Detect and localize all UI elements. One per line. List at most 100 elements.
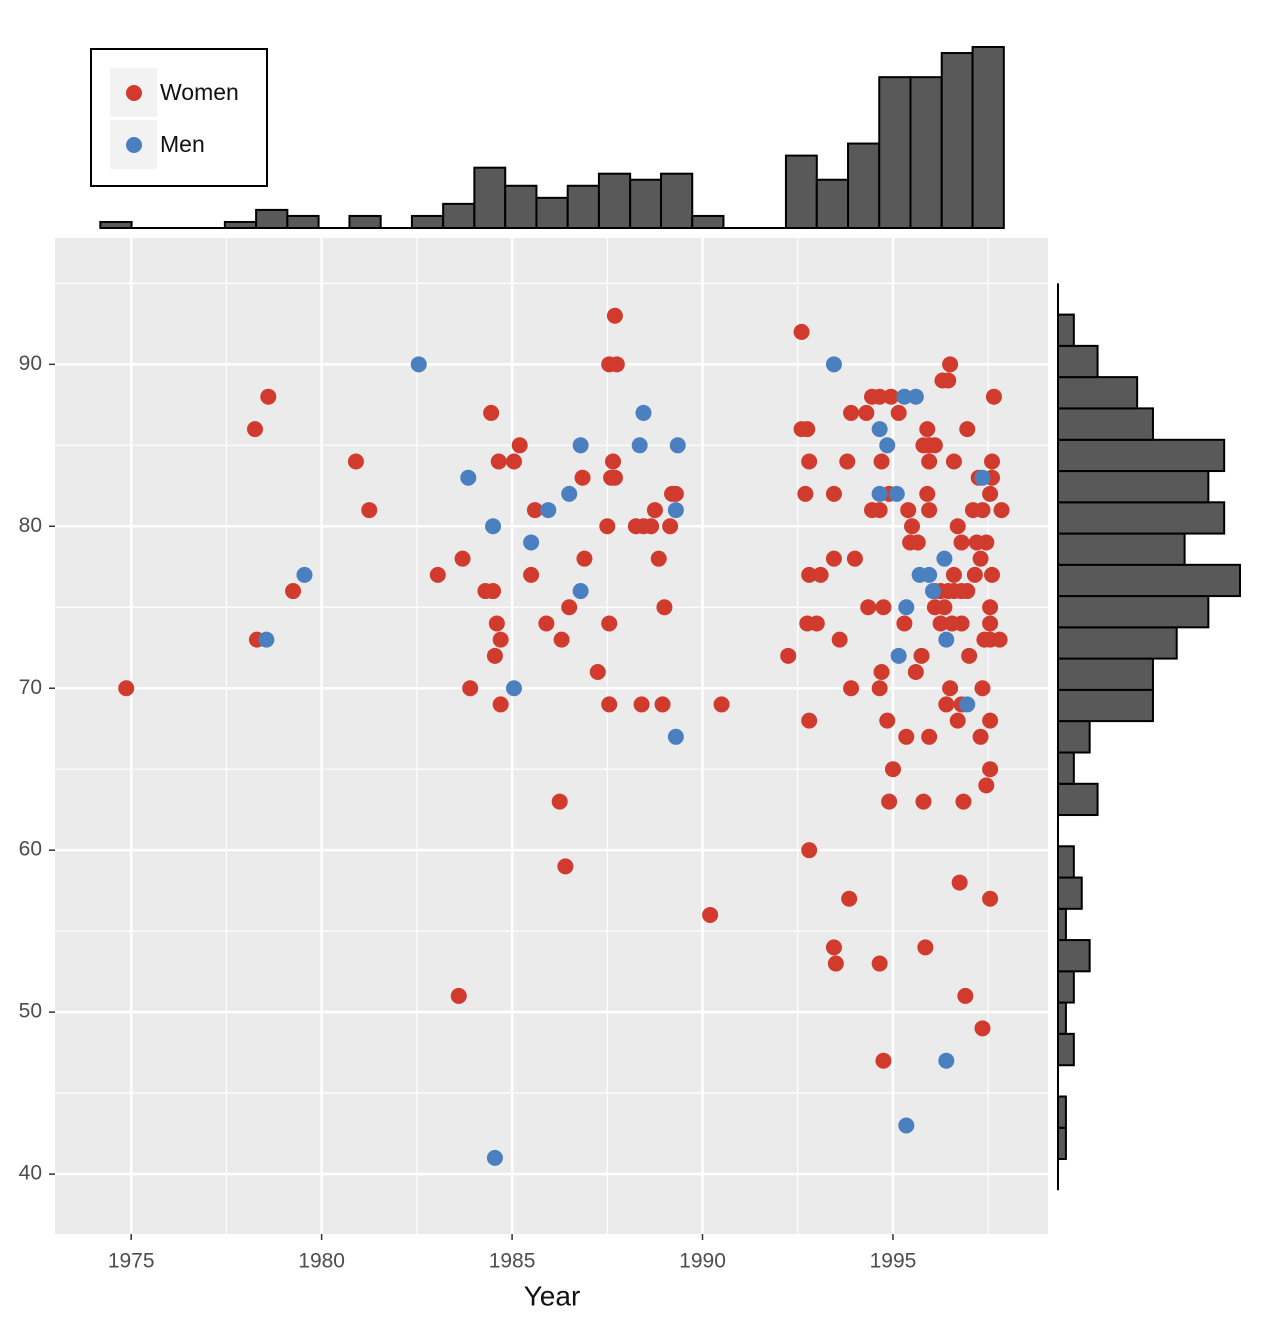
- point: [347, 453, 364, 470]
- marks: [118, 307, 1010, 1166]
- histogram-bar: [1057, 438, 1226, 473]
- point: [949, 518, 966, 535]
- point: [884, 761, 901, 778]
- histogram-bar: [348, 214, 382, 230]
- point: [669, 437, 686, 454]
- point: [917, 939, 934, 956]
- histogram-bar: [1057, 626, 1178, 660]
- point: [605, 453, 622, 470]
- point: [511, 437, 528, 454]
- point: [942, 680, 959, 697]
- histogram-bar: [1057, 501, 1226, 535]
- point: [921, 453, 938, 470]
- point: [667, 728, 684, 745]
- point: [258, 631, 275, 648]
- point: [984, 453, 1001, 470]
- point: [799, 421, 816, 438]
- point: [831, 631, 848, 648]
- histogram-bar: [878, 76, 912, 229]
- histogram-bar: [1057, 970, 1075, 1004]
- point: [890, 404, 907, 421]
- point: [490, 453, 507, 470]
- x-axis-title: Year: [524, 1280, 581, 1311]
- point: [978, 534, 995, 551]
- histogram-bar: [1057, 344, 1099, 379]
- point: [921, 566, 938, 583]
- point: [879, 712, 896, 729]
- histogram-bar: [1057, 782, 1099, 817]
- point: [972, 728, 989, 745]
- point: [907, 664, 924, 681]
- histogram-bar: [1057, 532, 1186, 566]
- point: [825, 485, 842, 502]
- histogram-bar: [1057, 939, 1091, 973]
- point: [966, 566, 983, 583]
- point: [959, 583, 976, 600]
- histogram-bar: [286, 214, 320, 230]
- point: [985, 388, 1002, 405]
- point: [631, 437, 648, 454]
- point: [875, 1052, 892, 1069]
- point: [643, 518, 660, 535]
- point: [945, 453, 962, 470]
- legend-marker: [126, 85, 142, 101]
- histogram-bar: [1057, 688, 1154, 723]
- histogram-bar: [566, 184, 600, 229]
- point: [978, 777, 995, 794]
- point: [919, 485, 936, 502]
- point: [523, 566, 540, 583]
- point: [551, 793, 568, 810]
- point: [871, 680, 888, 697]
- histogram-bar: [940, 52, 974, 229]
- point: [921, 728, 938, 745]
- point: [913, 647, 930, 664]
- point: [635, 404, 652, 421]
- point: [839, 453, 856, 470]
- y-tick-label: 60: [19, 838, 42, 861]
- point: [846, 550, 863, 567]
- histogram-bar: [535, 196, 569, 229]
- point: [982, 890, 999, 907]
- histogram-bar: [629, 178, 663, 230]
- point: [801, 842, 818, 859]
- point: [808, 615, 825, 632]
- point: [801, 712, 818, 729]
- point: [662, 518, 679, 535]
- point: [984, 566, 1001, 583]
- point: [879, 437, 896, 454]
- legend-label: Women: [160, 79, 239, 105]
- point: [940, 372, 957, 389]
- y-tick-label: 70: [19, 676, 42, 699]
- point: [945, 566, 962, 583]
- histogram-bar: [815, 178, 850, 230]
- point: [936, 599, 953, 616]
- point: [260, 388, 277, 405]
- point: [843, 680, 860, 697]
- point: [926, 437, 943, 454]
- histogram-bar: [909, 76, 943, 229]
- point: [633, 696, 650, 713]
- histogram-bar: [410, 214, 445, 230]
- x-tick-label: 1975: [108, 1250, 155, 1273]
- histogram-bar: [473, 166, 507, 230]
- point: [797, 485, 814, 502]
- histogram-bar: [1057, 595, 1210, 629]
- histogram-bar: [223, 220, 258, 229]
- point: [486, 1149, 503, 1166]
- x-tick-label: 1990: [679, 1250, 726, 1273]
- point: [974, 1020, 991, 1037]
- point: [896, 388, 913, 405]
- point: [825, 939, 842, 956]
- point: [601, 615, 618, 632]
- point: [904, 518, 921, 535]
- point: [974, 502, 991, 519]
- point: [942, 356, 959, 373]
- point: [574, 469, 591, 486]
- point: [898, 728, 915, 745]
- point: [898, 599, 915, 616]
- point: [955, 793, 972, 810]
- point: [454, 550, 471, 567]
- point: [982, 712, 999, 729]
- point: [871, 388, 888, 405]
